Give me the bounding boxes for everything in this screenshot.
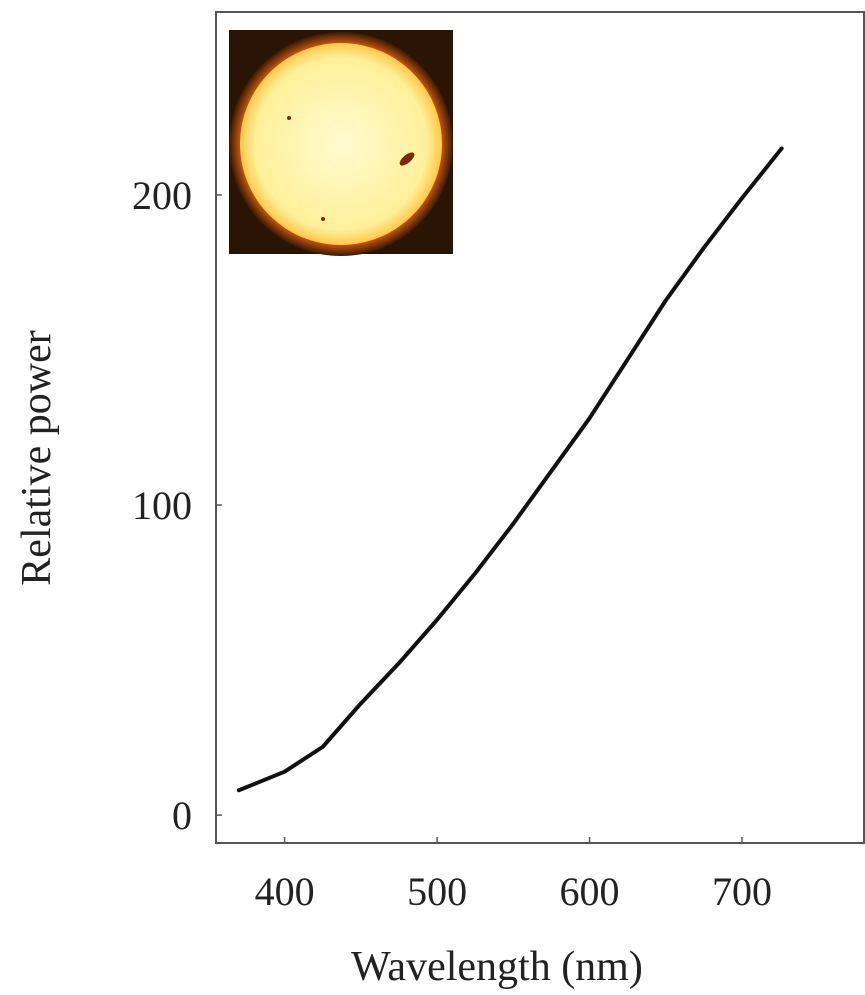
x-axis-title: Wavelength (nm) (351, 944, 643, 990)
y-tick-label: 100 (132, 483, 192, 528)
x-tick-label: 400 (255, 869, 315, 914)
y-tick-label: 200 (132, 173, 192, 218)
y-axis-title: Relative power (14, 330, 60, 585)
x-tick-label: 700 (712, 869, 772, 914)
x-tick-label: 600 (560, 869, 620, 914)
plot-frame (215, 11, 865, 844)
x-tick-label: 500 (407, 869, 467, 914)
sun-image (229, 30, 453, 256)
y-tick-label: 0 (172, 793, 192, 838)
data-line (236, 146, 784, 793)
